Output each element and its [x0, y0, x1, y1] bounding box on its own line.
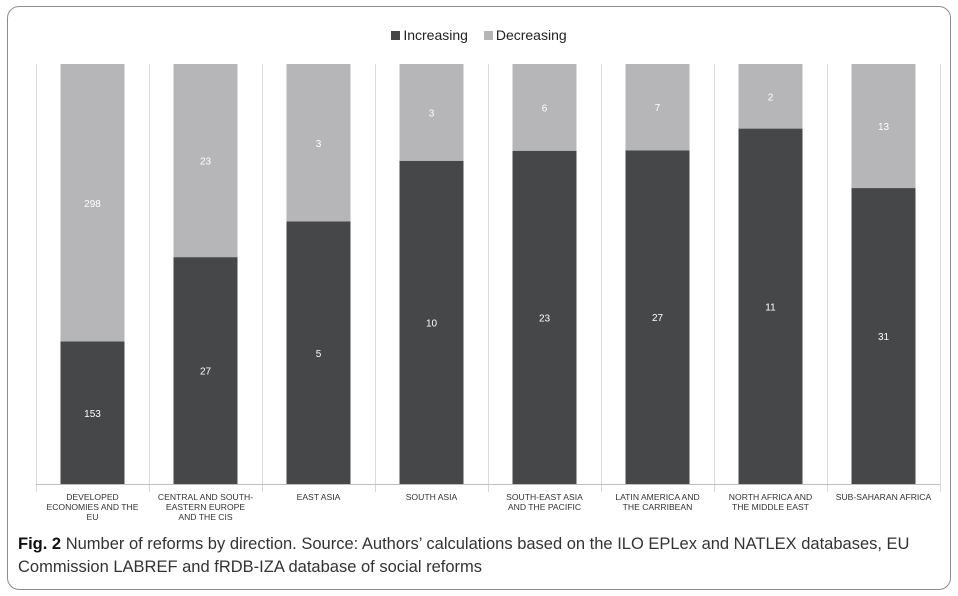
data-label-decreasing: 3: [429, 108, 435, 119]
x-tick-label-line: EAST ASIA: [297, 492, 341, 502]
data-label-decreasing: 23: [200, 157, 212, 168]
data-label-increasing: 153: [84, 409, 101, 420]
x-tick-label-line: CENTRAL AND SOUTH-: [158, 492, 253, 502]
data-label-increasing: 27: [652, 313, 664, 324]
data-label-decreasing: 298: [84, 199, 101, 210]
x-tick-label: CENTRAL AND SOUTH-EASTERN EUROPE AND THE …: [158, 492, 253, 522]
data-label-increasing: 11: [765, 302, 776, 313]
data-label-decreasing: 7: [655, 103, 661, 114]
x-tick-label: SOUTH ASIA: [406, 492, 458, 502]
x-tick-label: EAST ASIA: [297, 492, 341, 502]
data-label-increasing: 27: [200, 367, 212, 378]
data-label-decreasing: 3: [316, 139, 322, 150]
x-tick-label: LATIN AMERICA AND THE CARRIBEAN: [615, 492, 699, 512]
figure-caption: Fig. 2 Number of reforms by direction. S…: [18, 533, 943, 579]
x-tick-label: DEVELOPED ECONOMIES AND THE EU: [46, 492, 138, 522]
x-tick-label-line: NORTH AFRICA AND: [729, 492, 812, 502]
x-tick-label-line: DEVELOPED: [66, 492, 119, 502]
data-label-decreasing: 6: [542, 103, 548, 114]
data-label-increasing: 10: [426, 318, 438, 329]
x-tick-label-line: THE CARRIBEAN: [623, 502, 693, 512]
x-tick-label-line: SOUTH-EAST ASIA: [506, 492, 583, 502]
data-label-increasing: 5: [316, 349, 322, 360]
x-tick-label-line: THE MIDDLE EAST: [732, 502, 810, 512]
data-label-increasing: 23: [539, 313, 551, 324]
x-tick-label-line: SUB-SAHARAN AFRICA: [836, 492, 932, 502]
x-tick-label-line: SOUTH ASIA: [406, 492, 458, 502]
x-tick-label: SOUTH-EAST ASIA AND THE PACIFIC: [506, 492, 583, 512]
x-tick-label-line: LATIN AMERICA AND: [615, 492, 699, 502]
figure-label: Fig. 2: [18, 535, 61, 553]
figure-caption-text: Number of reforms by direction. Source: …: [18, 535, 909, 576]
x-tick-label-line: AND THE CIS: [178, 512, 233, 522]
x-tick-label-line: ECONOMIES AND THE: [46, 502, 138, 512]
x-tick-label: NORTH AFRICA AND THE MIDDLE EAST: [729, 492, 812, 512]
data-label-decreasing: 13: [878, 122, 890, 133]
data-label-increasing: 31: [878, 332, 890, 343]
x-tick-label-line: EASTERN EUROPE: [166, 502, 246, 512]
x-tick-label-line: AND THE PACIFIC: [508, 502, 581, 512]
data-label-decreasing: 2: [768, 92, 774, 103]
x-tick-label: SUB-SAHARAN AFRICA: [836, 492, 932, 502]
x-tick-label-line: EU: [87, 512, 99, 522]
